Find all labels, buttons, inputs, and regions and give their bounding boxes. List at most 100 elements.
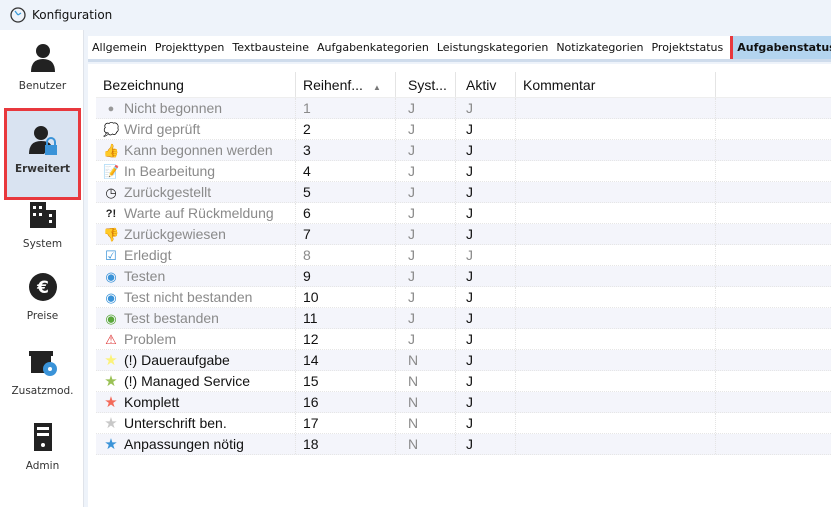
table-row[interactable]: ★ (!) Managed Service 15 N J: [96, 371, 831, 392]
notepad-pen-icon: 📝: [103, 163, 120, 179]
sidebar-item-label: Zusatzmod.: [11, 385, 74, 397]
system-cell: J: [396, 140, 456, 160]
box-module-icon: [4, 345, 81, 379]
table-row[interactable]: ★ Komplett 16 N J: [96, 392, 831, 413]
active-cell: J: [456, 287, 516, 307]
table-row[interactable]: ◷ Zurückgestellt 5 J J: [96, 182, 831, 203]
table-row[interactable]: ⚠ Problem 12 J J: [96, 329, 831, 350]
eye-check-icon: ◉: [105, 310, 117, 326]
question-exclamation-icon: ?!: [105, 207, 117, 220]
status-name: Test nicht bestanden: [124, 288, 253, 305]
tab-textbausteine[interactable]: Textbausteine: [232, 41, 309, 54]
tab-strip: Allgemein Projekttypen Textbausteine Aufgab…: [88, 36, 831, 62]
system-cell: N: [396, 371, 456, 391]
comment-cell: [516, 98, 716, 118]
status-name: Wird geprüft: [124, 120, 201, 137]
active-cell: J: [456, 98, 516, 118]
star-blue-icon: ★: [104, 435, 118, 453]
thumbs-down-icon: 👎: [103, 226, 120, 242]
user-lock-icon: [7, 123, 78, 157]
table-row[interactable]: 👎 Zurückgewiesen 7 J J: [96, 224, 831, 245]
table-row[interactable]: ● Nicht begonnen 1 J J: [96, 98, 831, 119]
status-name: In Bearbeitung: [124, 162, 216, 179]
table-header: Bezeichnung Reihenf... ▲ Syst... Aktiv Kommen…: [96, 72, 831, 98]
main-area: Allgemein Projekttypen Textbausteine Aufgab…: [84, 30, 831, 507]
status-name: Zurückgestellt: [124, 183, 212, 200]
comment-cell: [516, 308, 716, 328]
status-name: Kann begonnen werden: [124, 141, 273, 158]
star-yellow-icon: ★: [104, 351, 118, 369]
tab-projektstatus[interactable]: Projektstatus: [651, 41, 724, 54]
order-cell: 8: [296, 245, 396, 265]
table-row[interactable]: ★ Anpassungen nötig 18 N J: [96, 434, 831, 455]
table-row[interactable]: ◉ Test bestanden 11 J J: [96, 308, 831, 329]
column-header[interactable]: Bezeichnung: [96, 72, 296, 97]
active-cell: J: [456, 371, 516, 391]
sidebar-item-label: Admin: [25, 460, 60, 472]
sidebar-item-zusatzmod[interactable]: Zusatzmod.: [4, 345, 81, 405]
sort-ascending-icon: ▲: [372, 83, 381, 92]
sidebar-item-label: Preise: [26, 310, 59, 322]
order-cell: 6: [296, 203, 396, 223]
tab-allgemein[interactable]: Allgemein: [92, 41, 147, 54]
comment-cell: [516, 224, 716, 244]
tab-projekttypen[interactable]: Projekttypen: [154, 41, 225, 54]
order-cell: 3: [296, 140, 396, 160]
status-table: Bezeichnung Reihenf... ▲ Syst... Aktiv Kommen…: [96, 72, 831, 455]
sidebar-item-admin[interactable]: Admin: [4, 420, 81, 480]
active-cell: J: [456, 161, 516, 181]
svg-text:€: €: [36, 278, 49, 298]
table-row[interactable]: 💭 Wird geprüft 2 J J: [96, 119, 831, 140]
sidebar-item-erweitert[interactable]: Erweitert: [4, 108, 81, 200]
table-row[interactable]: ★ (!) Daueraufgabe 14 N J: [96, 350, 831, 371]
system-cell: J: [396, 329, 456, 349]
system-cell: J: [396, 182, 456, 202]
eye-warning-icon: ◉: [105, 289, 117, 305]
status-name: Problem: [124, 330, 177, 347]
order-cell: 2: [296, 119, 396, 139]
sidebar-item-system[interactable]: System: [4, 198, 81, 258]
table-row[interactable]: ☑ Erledigt 8 J J: [96, 245, 831, 266]
clock-icon: [10, 7, 26, 23]
column-header[interactable]: Reihenf... ▲: [296, 72, 396, 97]
tab-aufgabenstatus[interactable]: Aufgabenstatus: [730, 36, 831, 59]
title-bar: Konfiguration: [0, 0, 831, 30]
thought-bubble-icon: 💭: [103, 121, 120, 137]
comment-cell: [516, 203, 716, 223]
system-cell: N: [396, 434, 456, 454]
table-row[interactable]: ◉ Testen 9 J J: [96, 266, 831, 287]
status-name: Test bestanden: [124, 309, 219, 326]
system-cell: J: [396, 308, 456, 328]
comment-cell: [516, 266, 716, 286]
table-row[interactable]: 👍 Kann begonnen werden 3 J J: [96, 140, 831, 161]
active-cell: J: [456, 182, 516, 202]
sidebar: Benutzer Erweitert System € Preise Zusatzmod.…: [0, 30, 84, 507]
comment-cell: [516, 392, 716, 412]
active-cell: J: [456, 266, 516, 286]
clock-pause-icon: ◷: [105, 184, 117, 200]
tab-aufgabenkategorien[interactable]: Aufgabenkategorien: [316, 41, 429, 54]
system-cell: J: [396, 266, 456, 286]
active-cell: J: [456, 308, 516, 328]
table-row[interactable]: ?! Warte auf Rückmeldung 6 J J: [96, 203, 831, 224]
sidebar-item-benutzer[interactable]: Benutzer: [4, 40, 81, 100]
system-cell: J: [396, 203, 456, 223]
comment-cell: [516, 287, 716, 307]
tab-notizkategorien[interactable]: Notizkategorien: [556, 41, 644, 54]
column-header[interactable]: Syst...: [396, 72, 456, 97]
sidebar-item-preise[interactable]: € Preise: [4, 270, 81, 330]
order-cell: 16: [296, 392, 396, 412]
tab-leistungskategorien[interactable]: Leistungskategorien: [436, 41, 549, 54]
table-row[interactable]: 📝 In Bearbeitung 4 J J: [96, 161, 831, 182]
order-cell: 9: [296, 266, 396, 286]
star-green-icon: ★: [104, 372, 118, 390]
table-row[interactable]: ◉ Test nicht bestanden 10 J J: [96, 287, 831, 308]
column-header[interactable]: Kommentar: [516, 72, 716, 97]
active-cell: J: [456, 119, 516, 139]
system-cell: N: [396, 350, 456, 370]
system-cell: N: [396, 413, 456, 433]
column-header[interactable]: Aktiv: [456, 72, 516, 97]
table-row[interactable]: ★ Unterschrift ben. 17 N J: [96, 413, 831, 434]
order-cell: 14: [296, 350, 396, 370]
user-icon: [4, 40, 81, 74]
